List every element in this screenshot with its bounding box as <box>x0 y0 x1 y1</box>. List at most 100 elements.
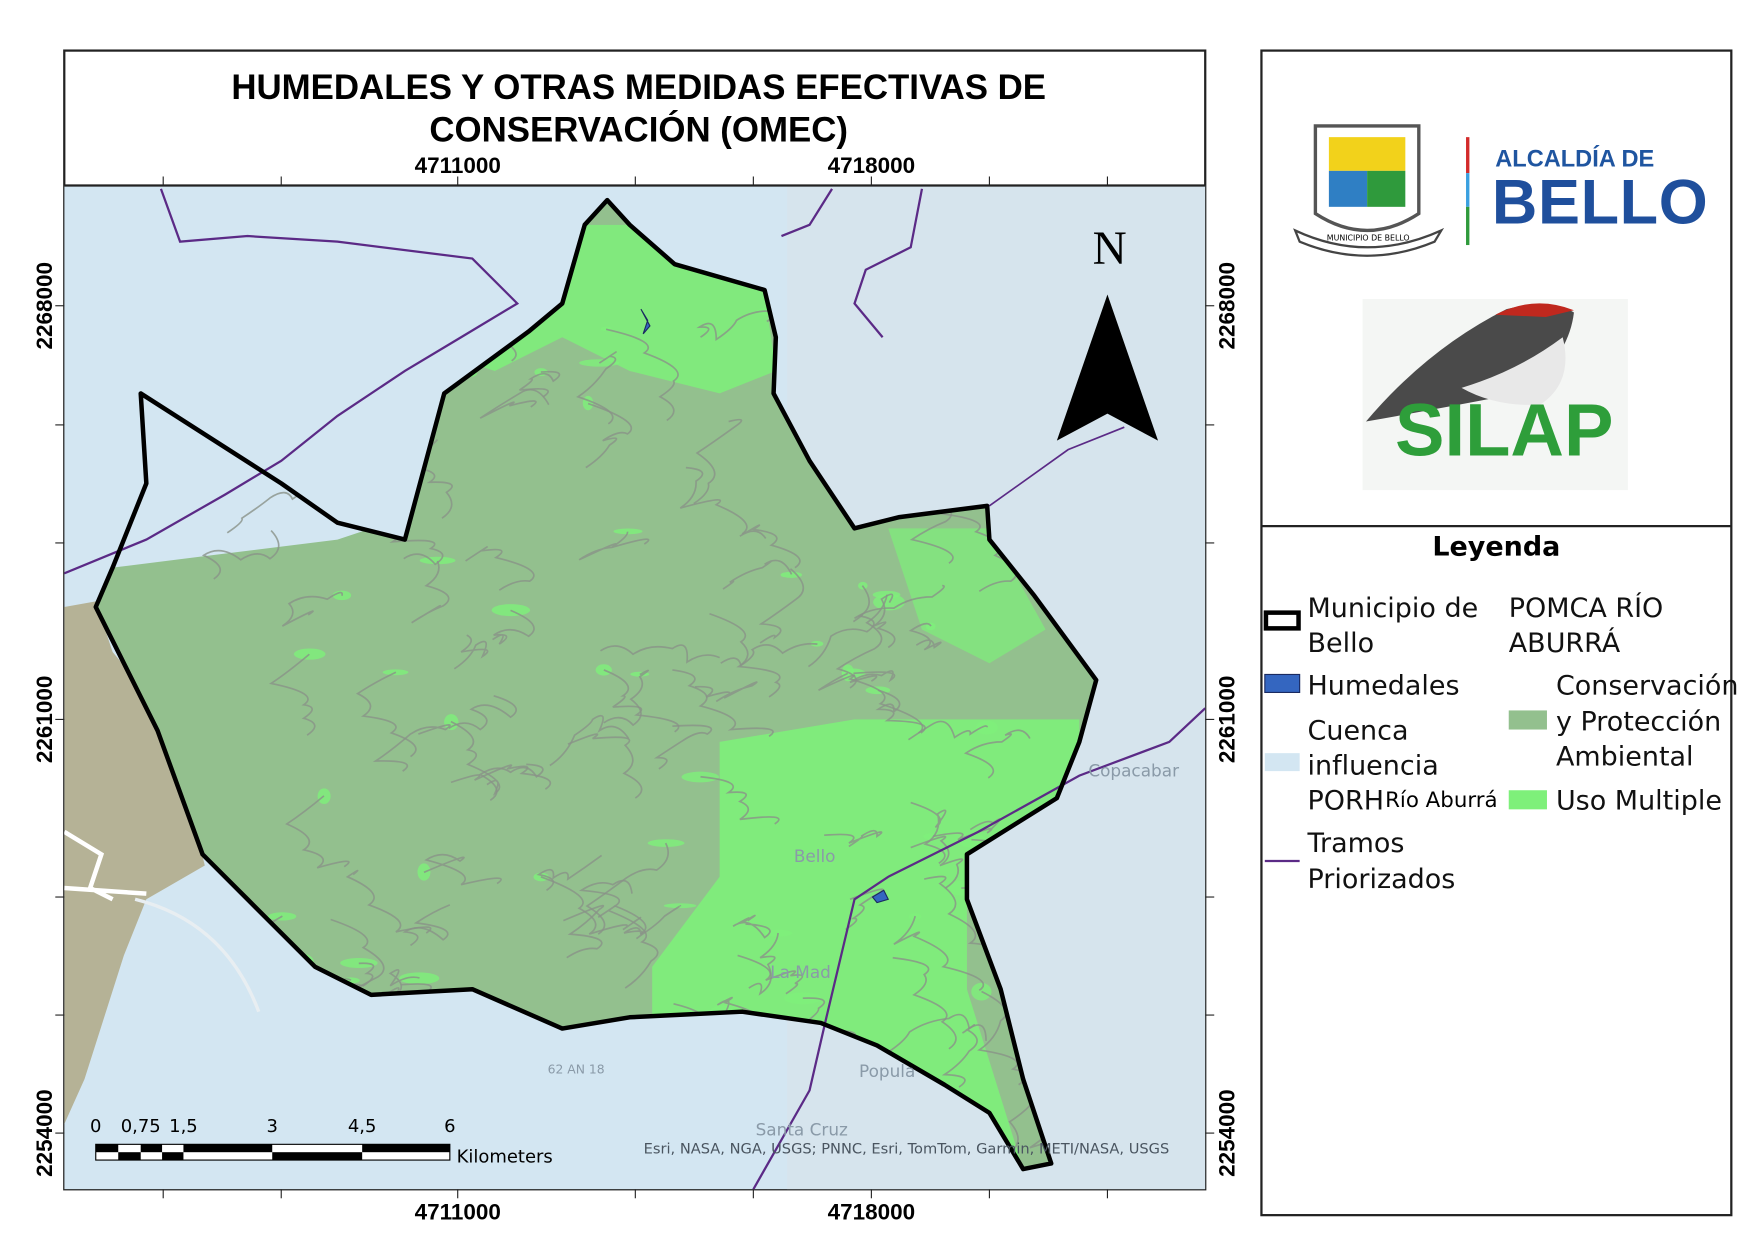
edge <box>679 466 748 535</box>
legend-label: Uso Multiple <box>1556 785 1722 816</box>
coord-label: 2254000 <box>32 1089 57 1176</box>
tramo <box>853 188 924 338</box>
edge <box>423 853 502 886</box>
edge <box>732 914 771 939</box>
edge <box>700 775 780 825</box>
place-label: Bello <box>794 846 836 866</box>
legend-label: Tramos <box>1307 828 1405 859</box>
edge <box>748 932 779 996</box>
scale-unit: Kilometers <box>457 1146 553 1167</box>
place-label: 62 AN 18 <box>548 1063 605 1077</box>
legend-label: influencia <box>1308 751 1439 782</box>
north-arrow <box>1056 294 1159 441</box>
edge <box>448 695 517 731</box>
place-label: La Mad <box>770 962 831 982</box>
edge <box>465 546 535 591</box>
edge <box>807 585 875 668</box>
edge <box>492 609 535 645</box>
edge <box>563 904 605 959</box>
edge <box>450 720 501 796</box>
patch <box>780 571 803 578</box>
edge <box>372 724 451 772</box>
logo-text: BELLO <box>1492 168 1708 238</box>
edge <box>722 559 793 590</box>
municipio-outline <box>93 197 1099 1172</box>
scale-label: 4,5 <box>348 1116 377 1137</box>
edge <box>818 672 924 734</box>
edge <box>540 876 642 935</box>
legend-swatch <box>1264 673 1301 694</box>
edge <box>478 763 544 802</box>
edge <box>910 835 964 889</box>
patch <box>783 992 822 1005</box>
tramo <box>988 426 1125 507</box>
edge <box>603 669 650 727</box>
edge <box>281 591 344 627</box>
road <box>64 829 147 902</box>
coord-label: 2261000 <box>32 676 57 763</box>
edge <box>696 310 776 342</box>
humedal <box>640 308 651 335</box>
edge <box>585 842 669 935</box>
tramo <box>781 188 833 238</box>
legend-label: POMCA RÍO <box>1509 592 1664 624</box>
patch <box>579 359 620 367</box>
edge <box>694 681 758 703</box>
edge <box>578 531 650 561</box>
edge <box>549 714 630 767</box>
attribution: Esri, NASA, NGA, USGS; PNNC, Esri, TomTo… <box>644 1140 1170 1157</box>
title: HUMEDALES Y OTRAS MEDIDAS EFECTIVAS DE <box>231 68 1046 107</box>
edge <box>824 829 883 848</box>
edge <box>758 568 805 644</box>
edge <box>672 669 774 737</box>
edge <box>603 669 680 733</box>
edge <box>450 764 552 790</box>
edge <box>653 724 713 770</box>
humedal <box>871 889 890 904</box>
legend-label: Bello <box>1308 628 1375 659</box>
coord-label: 2268000 <box>1214 262 1239 349</box>
edge <box>963 729 1031 779</box>
patch <box>613 528 643 535</box>
coord-label: 4711000 <box>415 1200 501 1225</box>
edge <box>201 529 280 580</box>
edge <box>600 644 720 664</box>
edge <box>887 1013 987 1053</box>
edge <box>623 905 682 940</box>
scale-bar <box>95 1143 451 1161</box>
edge <box>720 642 818 667</box>
legend-swatch <box>1264 753 1300 772</box>
edge <box>345 869 432 934</box>
patch <box>595 664 612 676</box>
shield-caption: MUNICIPIO DE BELLO <box>1327 234 1410 243</box>
cuenca-area <box>112 393 372 568</box>
legend-label: y Protección <box>1556 707 1721 738</box>
edge <box>411 560 450 624</box>
edge <box>576 351 617 425</box>
coord-label: 2261000 <box>1214 676 1239 763</box>
edge <box>268 653 316 736</box>
legend-label: Cuenca <box>1308 716 1409 747</box>
legend-label: Río Aburrá <box>1385 788 1498 813</box>
edge <box>453 634 489 670</box>
edge <box>845 888 884 931</box>
north-label: N <box>1093 223 1127 275</box>
edge <box>893 915 985 992</box>
coord-label: 4718000 <box>828 153 915 178</box>
road <box>134 897 261 1013</box>
edge <box>941 1024 978 1088</box>
scale-label: 0 <box>90 1116 101 1137</box>
edge <box>849 670 896 684</box>
edge <box>402 904 451 947</box>
edge <box>597 905 659 989</box>
scale-label: 0,75 <box>121 1116 161 1137</box>
legend-label: Ambiental <box>1556 742 1694 773</box>
edge <box>536 854 603 891</box>
edge <box>892 956 957 1050</box>
scale-label: 3 <box>267 1116 278 1137</box>
shield-logo: MUNICIPIO DE BELLO <box>1293 124 1445 257</box>
logo-text: SILAP <box>1395 388 1613 471</box>
place-label: Santa Cruz <box>756 1119 848 1139</box>
patch <box>975 720 998 735</box>
legend-label: Conservación <box>1556 671 1739 702</box>
